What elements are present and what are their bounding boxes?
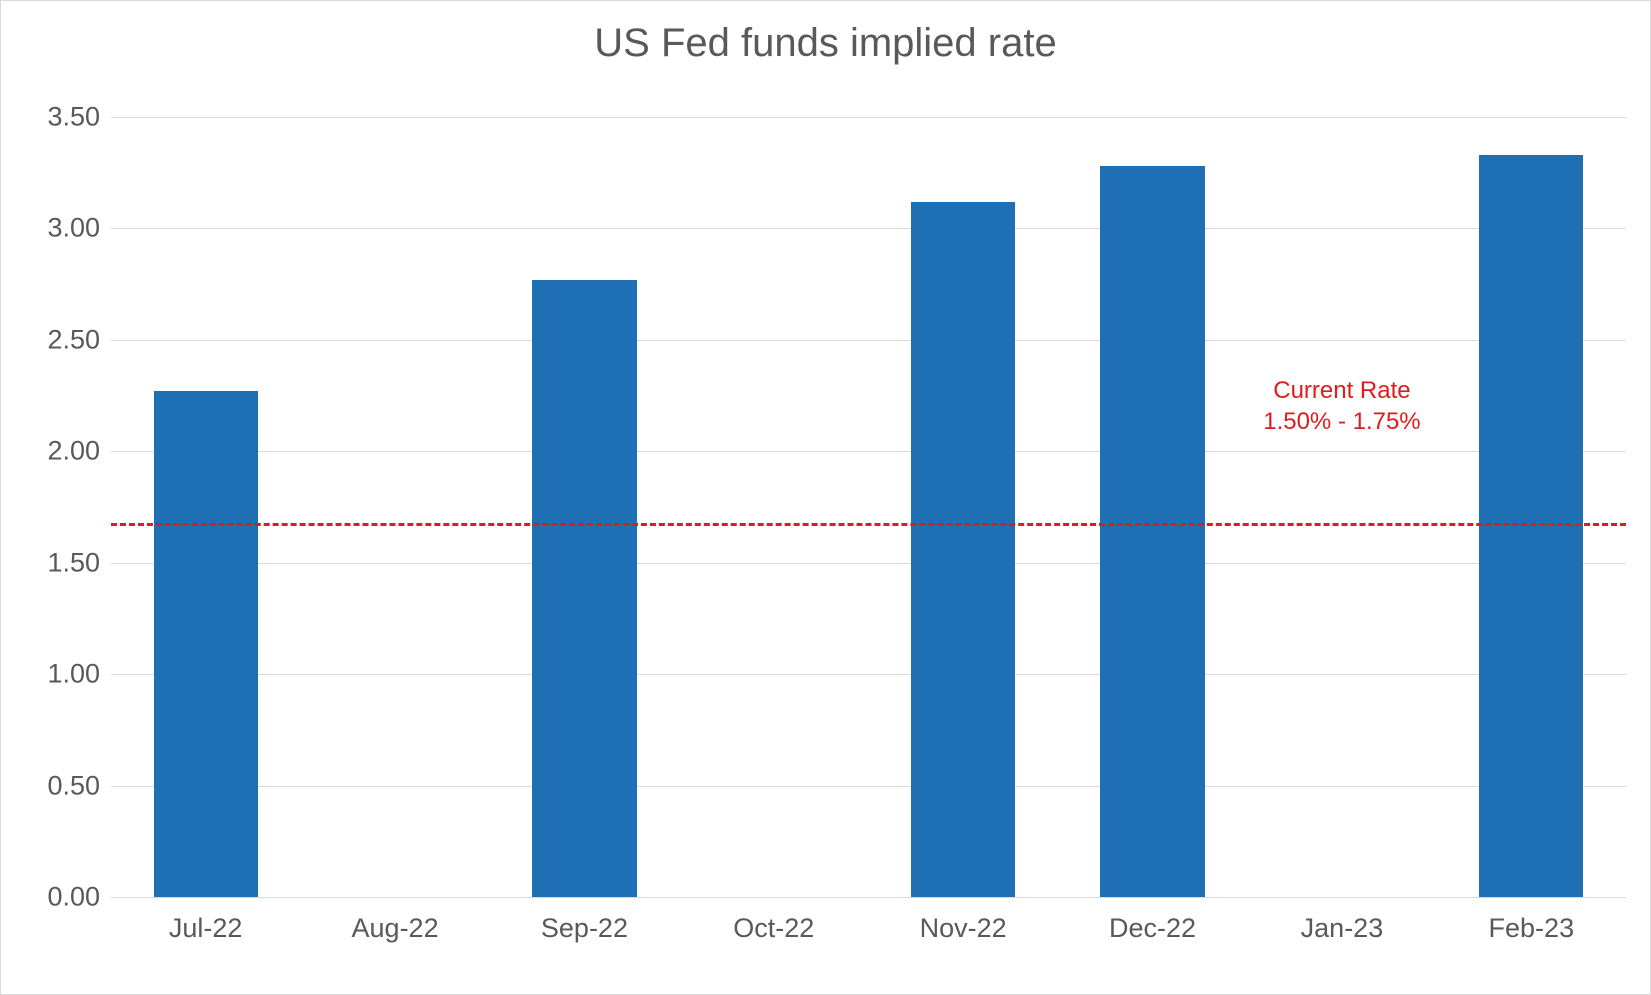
y-tick-label: 3.00 [20, 213, 100, 244]
x-tick-label: Jan-23 [1301, 913, 1384, 944]
gridline [111, 897, 1626, 898]
x-tick-label: Nov-22 [920, 913, 1007, 944]
y-tick-label: 0.50 [20, 770, 100, 801]
annotation-text: Current Rate 1.50% - 1.75% [1232, 375, 1452, 437]
y-tick-label: 2.00 [20, 436, 100, 467]
reference-line [111, 523, 1626, 526]
x-tick-label: Dec-22 [1109, 913, 1196, 944]
bar [154, 391, 258, 897]
chart-container: US Fed funds implied rate Current Rate 1… [0, 0, 1651, 995]
x-tick-label: Aug-22 [352, 913, 439, 944]
y-tick-label: 2.50 [20, 324, 100, 355]
x-tick-label: Feb-23 [1489, 913, 1575, 944]
x-tick-label: Sep-22 [541, 913, 628, 944]
y-tick-label: 1.50 [20, 547, 100, 578]
y-tick-label: 3.50 [20, 102, 100, 133]
chart-title: US Fed funds implied rate [1, 21, 1650, 66]
bars-group [111, 117, 1626, 897]
bar [1479, 155, 1583, 897]
y-tick-label: 0.00 [20, 882, 100, 913]
bar [1100, 166, 1204, 897]
y-tick-label: 1.00 [20, 659, 100, 690]
x-tick-label: Jul-22 [169, 913, 243, 944]
bar [911, 202, 1015, 897]
x-tick-label: Oct-22 [733, 913, 814, 944]
plot-area: Current Rate 1.50% - 1.75% [111, 117, 1626, 897]
bar [532, 280, 636, 897]
